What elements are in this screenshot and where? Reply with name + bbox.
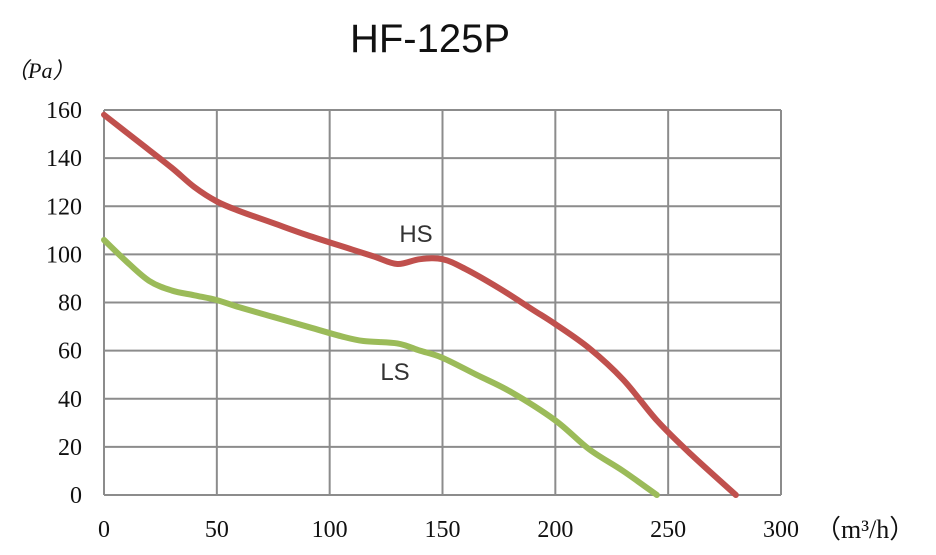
y-tick-label-7: 140 bbox=[46, 146, 82, 172]
x-tick-label-5: 250 bbox=[650, 517, 686, 543]
y-tick-label-6: 120 bbox=[46, 194, 82, 220]
series-label-ls: LS bbox=[380, 359, 409, 386]
y-tick-label-4: 80 bbox=[58, 291, 82, 317]
y-tick-label-8: 160 bbox=[46, 98, 82, 124]
chart-title: HF-125P bbox=[350, 17, 510, 61]
series-line-hs bbox=[101, 111, 739, 498]
grid bbox=[103, 109, 782, 496]
y-tick-label-2: 40 bbox=[58, 387, 82, 413]
y-axis-ticks: 0 20 40 60 80 100 120 140 160 bbox=[46, 98, 82, 509]
x-tick-label-0: 0 bbox=[98, 517, 110, 543]
y-tick-label-3: 60 bbox=[58, 339, 82, 365]
series-label-hs: HS bbox=[399, 221, 432, 248]
x-tick-label-6: 300 bbox=[763, 517, 799, 543]
x-tick-label-4: 200 bbox=[537, 517, 573, 543]
x-tick-label-3: 150 bbox=[425, 517, 461, 543]
x-axis-unit-label: （m³/h） bbox=[815, 515, 915, 544]
y-tick-label-1: 20 bbox=[58, 435, 82, 461]
x-tick-label-1: 50 bbox=[205, 517, 229, 543]
y-axis-unit-label: （Pa） bbox=[6, 58, 74, 83]
x-tick-label-2: 100 bbox=[312, 517, 348, 543]
series-group bbox=[101, 111, 739, 498]
y-tick-label-5: 100 bbox=[46, 242, 82, 268]
y-tick-label-0: 0 bbox=[70, 483, 82, 509]
series-labels: HS LS bbox=[380, 221, 432, 386]
series-line-ls bbox=[101, 236, 660, 498]
x-axis-ticks: 0 50 100 150 200 250 300 bbox=[98, 517, 799, 543]
